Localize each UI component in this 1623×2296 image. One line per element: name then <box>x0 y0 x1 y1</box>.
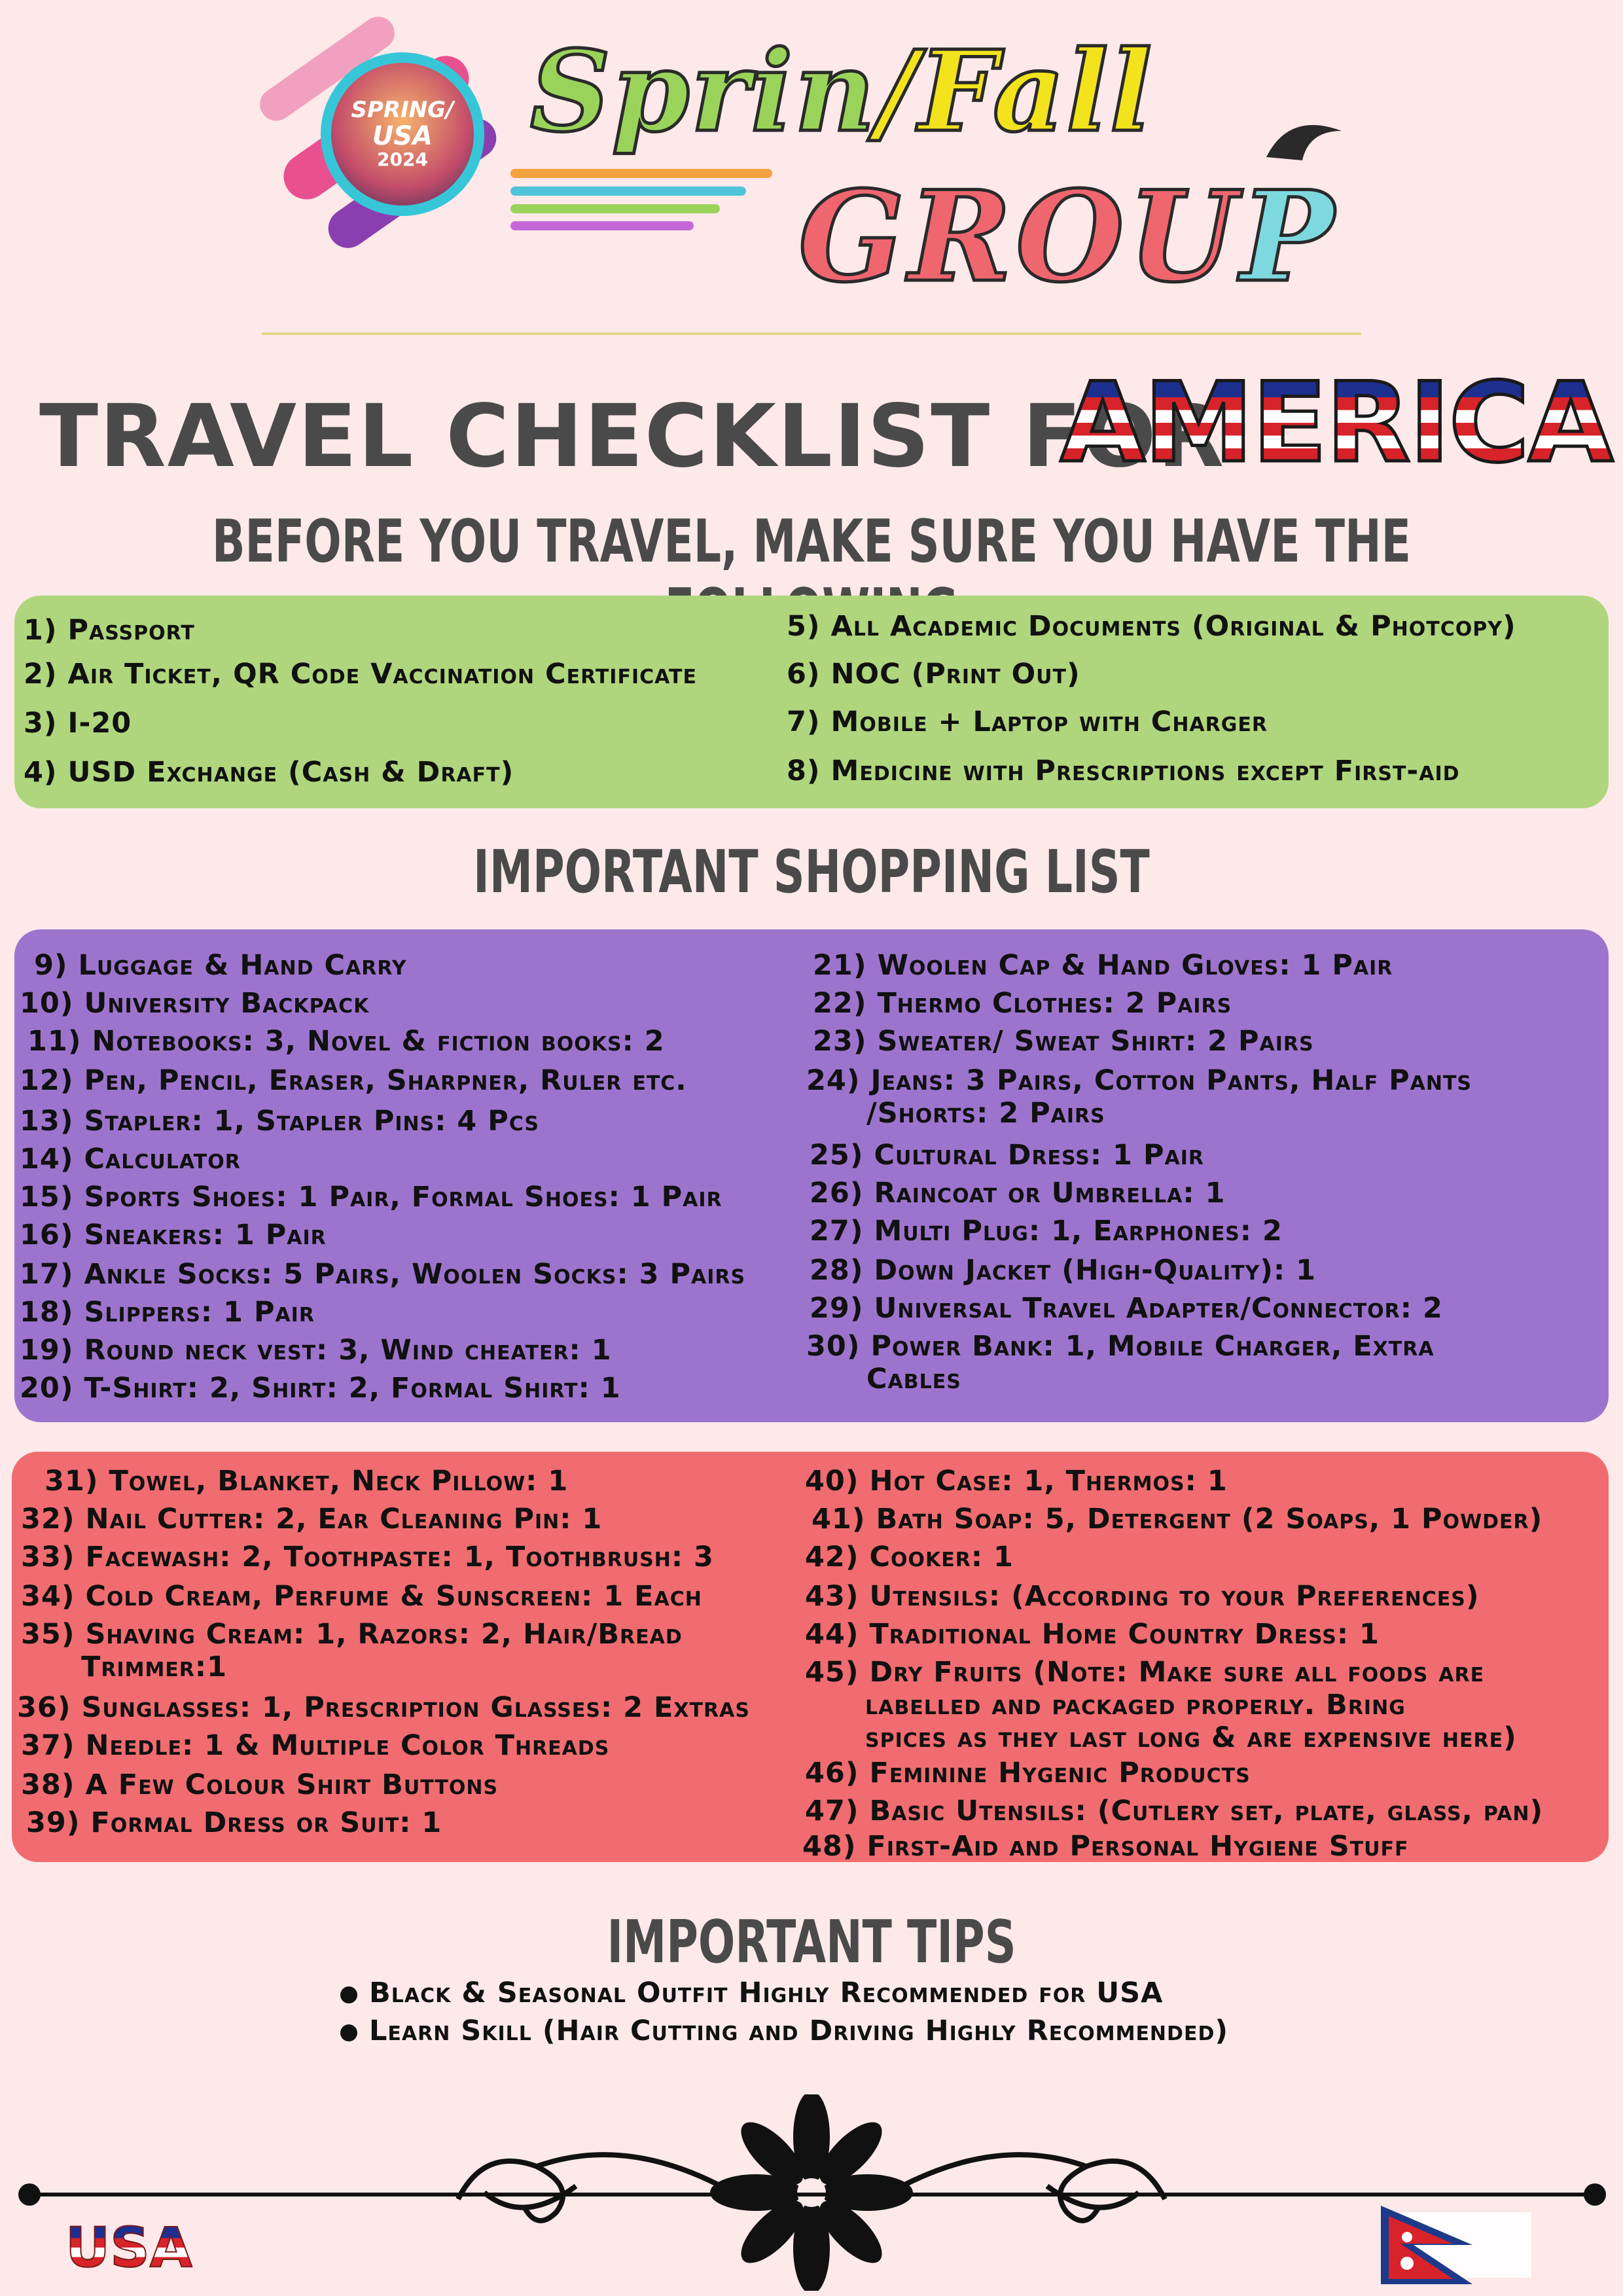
before-travel-box: 1) Passport 2) Air Ticket, QR Code Vacci… <box>14 596 1609 808</box>
bullet-icon <box>340 2024 357 2041</box>
checklist-item: 7) Mobile + Laptop with Charger <box>787 706 1268 738</box>
logo-word-spring: Sprin <box>528 25 877 159</box>
shopping-item: 43) Utensils: (According to your Prefere… <box>805 1580 1480 1613</box>
logo-slash: / <box>875 25 919 159</box>
checklist-item: 6) NOC (Print Out) <box>787 658 1080 691</box>
badge-line3: 2024 <box>377 149 428 171</box>
tip-item: Black & Seasonal Outfit Highly Recommend… <box>340 1977 1163 2009</box>
logo-title-line1: Sprin/Fall <box>528 25 1154 159</box>
logo-word-fall: Fall <box>917 25 1154 159</box>
shopping-item: 10) University Backpack <box>20 987 370 1020</box>
logo-speed-line <box>510 221 694 230</box>
logo-speed-line <box>510 169 772 178</box>
logo-speed-line <box>510 187 746 196</box>
shopping-item: 21) Woolen Cap & Hand Gloves: 1 Pair <box>813 949 1393 982</box>
shopping-item-text: 30) Power Bank: 1, Mobile Charger, Extra <box>806 1330 1435 1363</box>
checklist-item: 5) All Academic Documents (Original & Ph… <box>787 610 1516 643</box>
shopping-item: 44) Traditional Home Country Dress: 1 <box>805 1618 1380 1651</box>
group-logo: SPRING/ USA 2024 Sprin/Fall GROUP <box>223 10 1374 327</box>
footer-divider <box>26 2193 1597 2197</box>
shopping-item: 30) Power Bank: 1, Mobile Charger, Extra… <box>806 1330 1435 1395</box>
shopping-item: 17) Ankle Socks: 5 Pairs, Woolen Socks: … <box>20 1258 746 1291</box>
logo-speed-line <box>510 204 720 213</box>
bird-wing-icon <box>1266 125 1342 160</box>
shopping-item: 28) Down Jacket (High-Quality): 1 <box>810 1254 1317 1287</box>
shopping-item: 47) Basic Utensils: (Cutlery set, plate,… <box>805 1795 1544 1827</box>
shopping-item: 29) Universal Travel Adapter/Connector: … <box>810 1292 1443 1325</box>
shopping-item: 24) Jeans: 3 Pairs, Cotton Pants, Half P… <box>806 1064 1472 1130</box>
usa-flag-text: USA <box>65 2215 193 2280</box>
logo-word-group: GROU <box>796 162 1241 312</box>
checklist-item: 1) Passport <box>24 614 195 647</box>
logo-word-group-end: P <box>1239 162 1338 312</box>
shopping-list-box-1: 9) Luggage & Hand Carry 10) University B… <box>14 929 1609 1422</box>
shopping-item: 39) Formal Dress or Suit: 1 <box>26 1806 442 1839</box>
shopping-item: 48) First-Aid and Personal Hygiene Stuff <box>802 1830 1409 1863</box>
shopping-item: 31) Towel, Blanket, Neck Pillow: 1 <box>45 1465 569 1498</box>
shopping-item: 40) Hot Case: 1, Thermos: 1 <box>805 1465 1228 1498</box>
checklist-item: 8) Medicine with Prescriptions except Fi… <box>787 755 1460 787</box>
logo-title-line2: GROUP <box>796 162 1338 312</box>
shopping-item: 19) Round neck vest: 3, Wind cheater: 1 <box>20 1334 612 1367</box>
shopping-item-text: 45) Dry Fruits (Note: Make sure all food… <box>805 1656 1485 1689</box>
shopping-item: 14) Calculator <box>20 1143 241 1175</box>
tip-text: Learn Skill (Hair Cutting and Driving Hi… <box>369 2015 1228 2047</box>
shopping-item: 23) Sweater/ Sweat Shirt: 2 Pairs <box>813 1025 1314 1058</box>
shopping-item: 15) Sports Shoes: 1 Pair, Formal Shoes: … <box>20 1181 722 1213</box>
page-title: TRAVEL CHECKLIST FOR <box>39 386 1226 487</box>
tip-text: Black & Seasonal Outfit Highly Recommend… <box>369 1977 1164 2009</box>
shopping-item: 41) Bath Soap: 5, Detergent (2 Soaps, 1 … <box>812 1503 1543 1535</box>
checklist-item: 3) I-20 <box>24 707 132 740</box>
checklist-item: 4) USD Exchange (Cash & Draft) <box>24 756 514 789</box>
shopping-item: 18) Slippers: 1 Pair <box>20 1296 315 1329</box>
shopping-item: 11) Notebooks: 3, Novel & fiction books:… <box>27 1025 665 1058</box>
shopping-list-heading: IMPORTANT SHOPPING LIST <box>473 838 1150 906</box>
shopping-item-continued: spices as they last long & are expensive… <box>865 1721 1517 1754</box>
tips-heading: IMPORTANT TIPS <box>607 1908 1016 1977</box>
shopping-item: 32) Nail Cutter: 2, Ear Cleaning Pin: 1 <box>21 1503 603 1535</box>
bullet-icon <box>340 1986 357 2003</box>
shopping-item: 35) Shaving Cream: 1, Razors: 2, Hair/Br… <box>21 1618 683 1683</box>
header-divider <box>262 332 1361 335</box>
checklist-item: 2) Air Ticket, QR Code Vaccination Certi… <box>24 658 697 691</box>
shopping-item: 37) Needle: 1 & Multiple Color Threads <box>21 1729 610 1762</box>
shopping-item: 46) Feminine Hygenic Products <box>805 1757 1251 1789</box>
divider-end-dot <box>18 2183 41 2206</box>
shopping-item: 26) Raincoat or Umbrella: 1 <box>810 1177 1226 1210</box>
logo-badge: SPRING/ USA 2024 <box>223 10 537 288</box>
shopping-list-box-2: 31) Towel, Blanket, Neck Pillow: 1 32) N… <box>12 1452 1609 1863</box>
logo-badge-circle: SPRING/ USA 2024 <box>321 52 484 216</box>
shopping-item: 42) Cooker: 1 <box>805 1541 1014 1573</box>
shopping-item-continued: labelled and packaged properly. Bring <box>865 1689 1406 1721</box>
shopping-item: 22) Thermo Clothes: 2 Pairs <box>813 987 1232 1020</box>
shopping-item-text: 24) Jeans: 3 Pairs, Cotton Pants, Half P… <box>806 1064 1472 1097</box>
page-title-highlight: AMERICA <box>1058 357 1614 489</box>
shopping-item-continued: Trimmer:1 <box>81 1651 228 1683</box>
badge-line1: SPRING/ <box>351 97 454 124</box>
shopping-item: 16) Sneakers: 1 Pair <box>20 1219 327 1251</box>
shopping-item: 27) Multi Plug: 1, Earphones: 2 <box>810 1215 1283 1247</box>
shopping-item: 20) T-Shirt: 2, Shirt: 2, Formal Shirt: … <box>20 1372 621 1405</box>
shopping-item: 25) Cultural Dress: 1 Pair <box>810 1139 1204 1172</box>
shopping-item: 13) Stapler: 1, Stapler Pins: 4 Pcs <box>20 1105 540 1138</box>
nepal-flag-icon <box>1381 2206 1531 2284</box>
divider-end-dot <box>1584 2183 1606 2206</box>
shopping-item-text: 35) Shaving Cream: 1, Razors: 2, Hair/Br… <box>21 1618 683 1651</box>
shopping-item-continued: /Shorts: 2 Pairs <box>866 1097 1105 1130</box>
shopping-item: 34) Cold Cream, Perfume & Sunscreen: 1 E… <box>21 1580 702 1613</box>
badge-line2: USA <box>372 121 433 152</box>
shopping-item: 33) Facewash: 2, Toothpaste: 1, Toothbru… <box>21 1541 714 1573</box>
tip-item: Learn Skill (Hair Cutting and Driving Hi… <box>340 2015 1228 2047</box>
shopping-item: 38) A Few Colour Shirt Buttons <box>21 1768 499 1801</box>
shopping-item-continued: Cables <box>866 1363 961 1395</box>
shopping-item: 12) Pen, Pencil, Eraser, Sharpner, Ruler… <box>20 1064 687 1097</box>
shopping-item: 36) Sunglasses: 1, Prescription Glasses:… <box>17 1691 750 1724</box>
shopping-item: 45) Dry Fruits (Note: Make sure all food… <box>805 1656 1517 1754</box>
shopping-item: 9) Luggage & Hand Carry <box>34 949 407 982</box>
